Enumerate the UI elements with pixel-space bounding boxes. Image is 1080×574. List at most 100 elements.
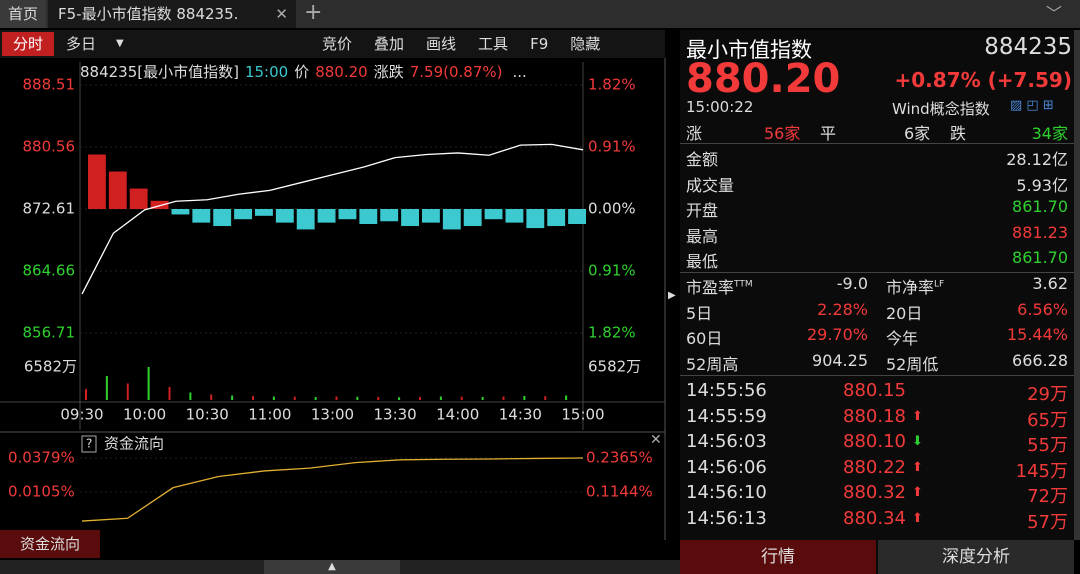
stat-label: 最低: [686, 252, 719, 271]
volume-bar: [252, 395, 254, 400]
breadth-bar: [129, 188, 148, 209]
breadth-bar: [401, 209, 419, 227]
y2-tick-label: 1.82%: [588, 76, 636, 94]
quote-panel: 最小市值指数 884235 880.20 +0.87% (+7.59) 15:0…: [680, 30, 1074, 574]
close-icon[interactable]: ✕: [650, 432, 662, 448]
volume-bar: [356, 396, 359, 400]
ratio-label: 52周低: [886, 351, 938, 375]
flow-left-tick: 0.0379%: [8, 449, 75, 467]
toolbar-button[interactable]: 叠加: [374, 35, 405, 53]
volume-bar: [460, 396, 463, 400]
ratio-name: 5日: [686, 303, 713, 323]
x-tick-label: 13:30: [374, 406, 417, 424]
scrollbar[interactable]: [1074, 30, 1080, 540]
volume-bar: [231, 395, 234, 400]
expand-arrow[interactable]: ▲: [264, 560, 400, 574]
x-tick-label: 14:30: [499, 406, 542, 424]
volume-bar: [126, 383, 129, 400]
quote-tab[interactable]: 行情: [680, 540, 876, 574]
mode-button[interactable]: 分时: [2, 32, 54, 56]
quote-change: +0.87% (+7.59): [894, 68, 1073, 92]
menu-chevron[interactable]: ﹀: [1046, 4, 1063, 23]
price: 880.20: [315, 63, 368, 81]
chart-panel: 884235[最小市值指数] 15:00 价 880.20 涨跌 7.59(0.87%).…: [0, 58, 667, 540]
breadth-bar: [505, 209, 524, 223]
y2-tick-label: 0.91%: [588, 262, 636, 280]
trade-time: 14:56:10: [686, 482, 767, 503]
change: 7.59(0.87%): [410, 63, 503, 81]
tab-label: F5-最小市值指数 884235.: [58, 5, 239, 23]
stat-value: 28.12亿: [1006, 150, 1068, 169]
ratio-value: -9.0: [836, 274, 868, 293]
breadth-bar: [359, 209, 378, 224]
breadth-bar: [108, 171, 127, 209]
index-type[interactable]: Wind概念指数: [892, 100, 990, 118]
x-tick-label: 15:00: [561, 406, 604, 424]
more[interactable]: ...: [513, 63, 527, 81]
icons[interactable]: ▨ ◰ ⊞: [1010, 98, 1054, 113]
volume-bar: [481, 396, 484, 400]
y2-tick-label: 0.91%: [588, 138, 636, 156]
volume-bar: [314, 396, 317, 400]
flat-label: 平: [820, 124, 837, 143]
trade-price: 880.34: [843, 507, 906, 529]
chart-header: 884235[最小市值指数] 15:00 价 880.20 涨跌 7.59(0.87%).…: [80, 63, 527, 81]
toolbar-button[interactable]: 工具: [478, 35, 509, 53]
breadth-bar: [568, 209, 586, 224]
trade-volume: 29万: [1027, 384, 1068, 405]
trade-price: 880.18: [843, 405, 906, 427]
volume-bar: [377, 396, 380, 400]
toolbar-button[interactable]: F9: [530, 35, 549, 53]
stat-value: 5.93亿: [1016, 175, 1068, 195]
down-count: 34家: [1031, 124, 1068, 143]
down-label: 跌: [950, 124, 967, 143]
separator: [680, 375, 1074, 376]
ratio-sup: LF: [934, 279, 945, 290]
multi-day[interactable]: 多日: [66, 35, 97, 53]
home-tab[interactable]: 首页: [0, 0, 46, 28]
close-icon[interactable]: ✕: [275, 5, 288, 23]
toolbar-button[interactable]: 竞价: [322, 35, 353, 53]
breadth-bar: [234, 209, 252, 220]
volume-bar: [168, 386, 171, 400]
trade-time: 14:56:03: [686, 431, 767, 452]
volume-bar: [523, 395, 526, 400]
stat-value: 881.23: [1012, 222, 1068, 242]
breadth-bar: [338, 209, 357, 220]
separator: [680, 143, 1074, 144]
flow-right-tick: 0.1144%: [586, 483, 653, 501]
flow-line: [81, 457, 584, 522]
volume-bar: [105, 375, 108, 400]
trade-arrow: ⬆: [912, 485, 923, 500]
volume-bar: [335, 396, 338, 400]
toolbar-button[interactable]: 隐藏: [570, 35, 601, 53]
y-tick-label: 888.51: [23, 76, 76, 94]
stat-label: 开盘: [686, 201, 719, 220]
breadth-bar: [463, 209, 482, 227]
trade-arrow: ⬆: [912, 459, 923, 475]
x-tick-label: 13:00: [311, 406, 354, 424]
trade-time: 14:55:59: [686, 405, 767, 427]
ratio-value: 666.28: [1012, 350, 1068, 370]
ratio-label: 52周高: [686, 351, 738, 375]
quote-code: 884235: [984, 34, 1072, 60]
ratio-name: 20日: [886, 303, 923, 323]
breadth-bar: [150, 200, 169, 209]
volume-bar: [565, 395, 568, 400]
help-icon[interactable]: ?: [86, 437, 92, 451]
toolbar-button[interactable]: 画线: [426, 35, 457, 53]
breadth-bar: [213, 209, 232, 227]
add-tab[interactable]: +: [304, 0, 323, 25]
active-tab[interactable]: F5-最小市值指数 884235. ✕: [48, 0, 296, 28]
quote-tab[interactable]: 深度分析: [878, 540, 1074, 574]
ratio-value: 2.28%: [817, 299, 868, 319]
bottom-tab[interactable]: 资金流向: [0, 530, 100, 558]
ratio-label: 市盈率TTM: [686, 274, 753, 298]
dropdown-icon[interactable]: ▼: [116, 38, 124, 49]
breadth-bar: [547, 209, 566, 227]
collapse-arrow[interactable]: ▶: [668, 290, 676, 301]
quote-price: 880.20: [686, 56, 841, 102]
ratio-label: 60日: [686, 325, 722, 349]
quote-time: 15:00:22: [686, 98, 754, 116]
